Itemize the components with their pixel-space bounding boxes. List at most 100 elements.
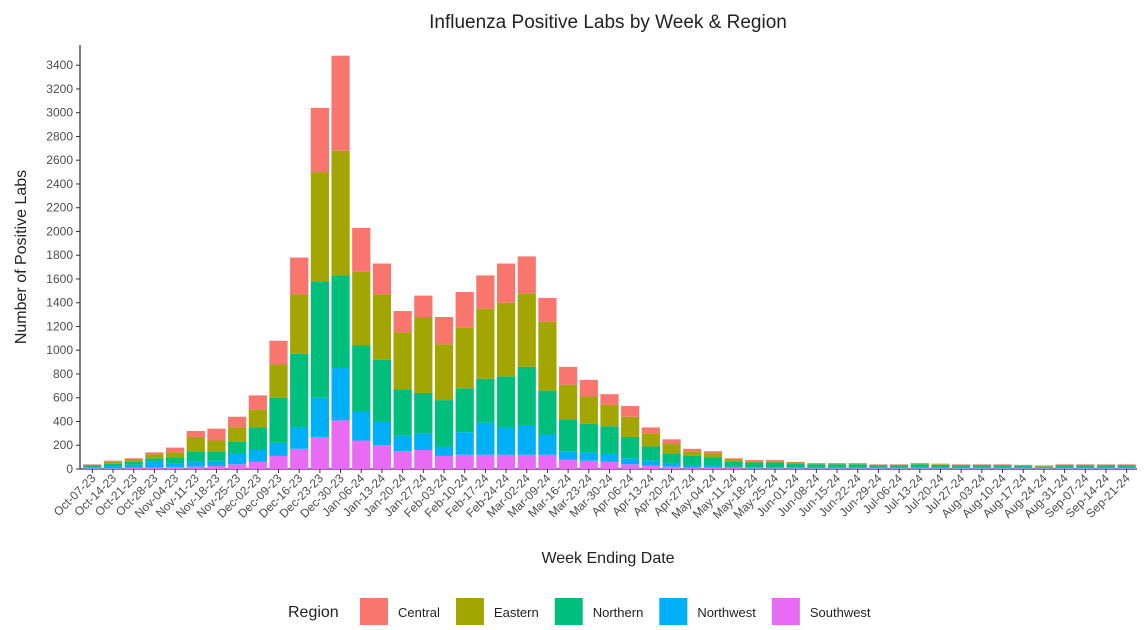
bar-segment: [414, 316, 433, 393]
bar-segment: [993, 467, 1012, 469]
bar-segment: [103, 463, 123, 467]
bar-segment: [207, 466, 226, 469]
bar-segment: [972, 464, 991, 465]
bar-segment: [1034, 466, 1054, 467]
bar-segment: [765, 460, 785, 462]
bar-segment: [248, 395, 267, 410]
x-axis-title: Week Ending Date: [541, 550, 674, 567]
bar-segment: [827, 464, 847, 468]
bar-segment: [683, 451, 702, 456]
bar-segment: [290, 353, 309, 428]
bar-segment: [124, 459, 143, 462]
bar-segment: [455, 432, 474, 455]
bar-segment: [538, 390, 557, 435]
bar-segment: [952, 468, 971, 469]
legend-key: [455, 598, 484, 626]
bar-segment: [186, 461, 205, 467]
bar-segment: [476, 454, 495, 469]
bar-segment: [1055, 465, 1074, 468]
bar-segment: [579, 452, 598, 461]
bar-segment: [228, 464, 247, 469]
bar-segment: [869, 464, 888, 465]
bar-segment: [145, 458, 164, 462]
bar-segment: [848, 467, 867, 469]
y-tick-label: 1400: [46, 296, 73, 310]
bar-segment: [600, 461, 619, 469]
bar-segment: [662, 444, 681, 454]
y-tick-label: 0: [66, 462, 73, 476]
bar-segment: [993, 468, 1012, 469]
bar-segment: [952, 464, 971, 465]
bar-segment: [662, 439, 681, 445]
bar-segment: [559, 384, 578, 420]
legend-key: [554, 598, 583, 626]
y-tick-label: 2200: [46, 201, 73, 215]
bar-segment: [393, 389, 412, 436]
bar-segment: [517, 454, 536, 469]
legend-label: Northern: [593, 605, 644, 620]
bar-segment: [931, 467, 950, 469]
bar-segment: [1055, 464, 1074, 466]
legend-label: Central: [398, 605, 440, 620]
bar-segment: [745, 462, 764, 468]
bar-segment: [952, 465, 971, 468]
bar-segment: [393, 311, 412, 333]
bar-segment: [1076, 468, 1095, 469]
bar-segment: [848, 468, 867, 469]
bar-segment: [683, 448, 702, 452]
bar-segment: [186, 451, 205, 462]
bar-segment: [786, 461, 805, 463]
y-tick-label: 800: [53, 367, 73, 381]
bar-segment: [1117, 468, 1136, 469]
bar-segment: [910, 467, 929, 469]
bar-segment: [890, 464, 909, 465]
bar-segment: [807, 464, 826, 468]
bar-segment: [124, 467, 143, 469]
bar-segment: [352, 345, 371, 412]
bar-segment: [331, 368, 350, 421]
bar-segment: [807, 463, 826, 464]
bar-segment: [228, 427, 247, 442]
bar-segment: [683, 467, 702, 469]
legend-title: Region: [288, 604, 339, 621]
bar-segment: [890, 467, 909, 469]
bar-segment: [83, 468, 102, 469]
bar-segment: [1096, 464, 1116, 466]
bar-segment: [579, 423, 598, 453]
bar-segment: [786, 463, 805, 468]
y-tick-label: 2600: [46, 153, 73, 167]
bar-segment: [248, 461, 267, 469]
bar-segment: [352, 227, 371, 272]
bar-segment: [621, 458, 640, 465]
bar-segment: [310, 172, 329, 282]
y-tick-label: 3400: [46, 58, 73, 72]
bar-segment: [145, 467, 164, 469]
bar-segment: [517, 256, 536, 294]
legend-label: Eastern: [494, 605, 539, 620]
bar-segment: [683, 455, 702, 466]
bar-segment: [910, 468, 929, 469]
bar-segment: [1076, 464, 1095, 466]
bar-segment: [103, 466, 123, 469]
bar-segment: [352, 411, 371, 441]
bar-segment: [290, 448, 309, 469]
y-tick-label: 2800: [46, 129, 73, 143]
bar-segment: [455, 292, 474, 328]
bar-segment: [559, 459, 578, 469]
bar-segment: [372, 294, 392, 360]
bar-segment: [1034, 465, 1054, 467]
bar-segment: [1034, 467, 1054, 469]
bar-segment: [496, 263, 516, 303]
bar-segment: [414, 449, 433, 469]
bar-segment: [455, 327, 474, 389]
bar-segment: [745, 461, 764, 463]
bar-segment: [1096, 465, 1116, 468]
bar-segment: [890, 464, 909, 466]
bar-segment: [724, 461, 743, 467]
bar-segment: [641, 460, 660, 466]
bar-segment: [103, 468, 123, 469]
y-tick-label: 1200: [46, 319, 73, 333]
bar-segment: [890, 465, 909, 468]
bar-segment: [1055, 464, 1074, 465]
bar-segment: [703, 453, 723, 458]
